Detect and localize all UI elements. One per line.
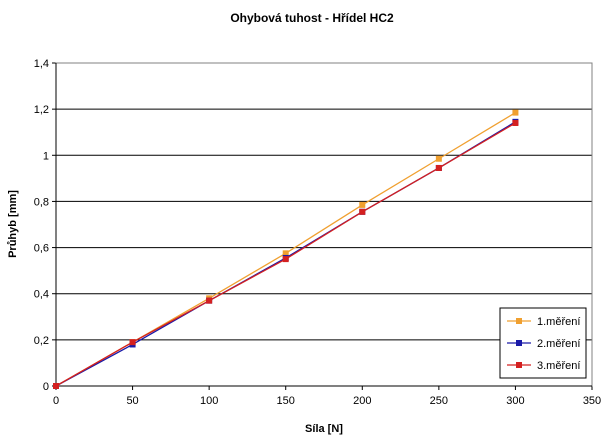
legend-label: 2.měření [537,338,580,350]
data-point [359,208,366,215]
series [53,109,519,389]
data-point [359,201,366,208]
y-tick-label: 1 [43,150,49,162]
legend: 1.měření 2.měření 3.měření [499,307,587,379]
axes: 0 0,2 0,4 0,6 0,8 1 1,2 1,4 0 50 100 150 200 250 300 35… [34,58,601,407]
legend-item: 2.měření [507,338,580,350]
data-point [206,297,213,304]
data-point [435,164,442,171]
y-tick-label: 1,2 [34,104,49,116]
y-axis-label: Průhyb [mm] [7,190,19,258]
data-point [129,339,136,346]
legend-label: 3.měření [537,360,580,372]
y-tick-label: 0,4 [34,289,49,301]
x-axis-label: Síla [N] [305,423,343,435]
grid [56,62,592,341]
data-point [512,109,519,116]
y-tick-label: 0,2 [34,335,49,347]
x-tick-label: 150 [277,395,295,407]
x-tick-label: 100 [200,395,218,407]
legend-item: 3.měření [507,360,580,372]
x-tick-label: 50 [126,395,138,407]
y-tick-label: 0 [43,381,49,393]
data-point [282,250,289,257]
y-tick-label: 1,4 [34,58,49,70]
chart-title: Ohybová tuhost - Hřídel HC2 [230,11,394,25]
data-point [512,119,519,126]
data-point [435,155,442,162]
series-line [55,112,516,387]
y-tick-label: 0,6 [34,243,49,255]
series-3 [53,119,519,389]
legend-marker [516,340,522,346]
legend-label: 1.měření [537,316,580,328]
legend-marker [516,318,522,324]
legend-item: 1.měření [507,316,580,328]
data-point [282,256,289,263]
x-tick-label: 350 [583,395,601,407]
x-tick-label: 250 [430,395,448,407]
legend-marker [516,362,522,368]
x-tick-label: 200 [353,395,371,407]
data-point [53,383,59,389]
x-tick-label: 0 [53,395,59,407]
x-tick-label: 300 [506,395,524,407]
y-tick-label: 0,8 [34,196,49,208]
